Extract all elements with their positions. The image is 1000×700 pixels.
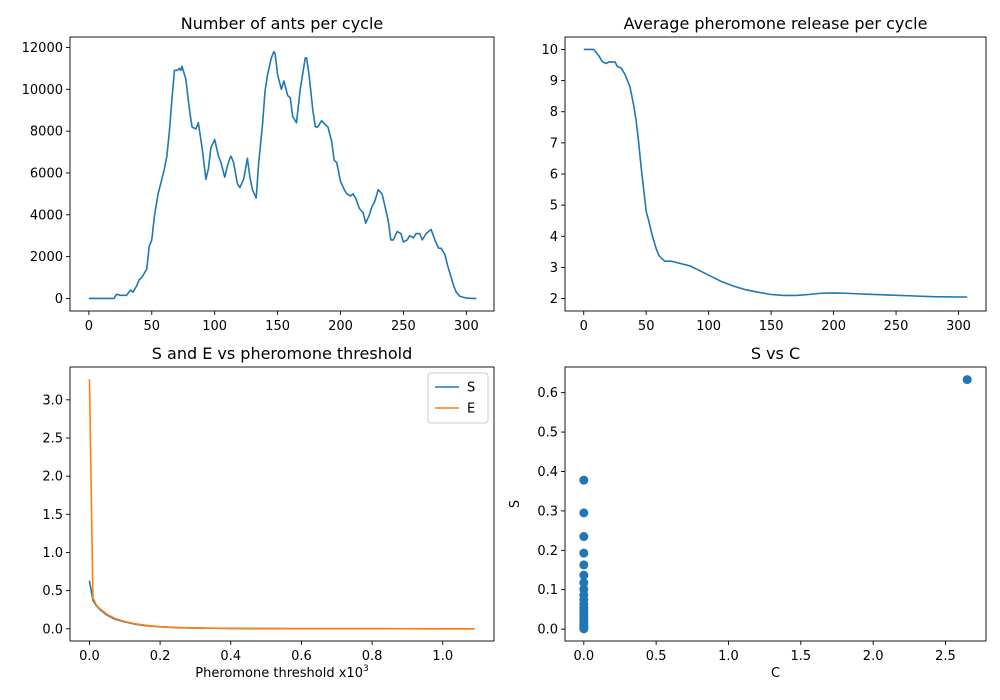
chart-title: S and E vs pheromone threshold (152, 344, 412, 363)
x-tick-label: 0.5 (646, 649, 667, 664)
data-point (579, 548, 589, 558)
panel-svc: S vs C 0.0 0.5 1.0 1.5 2.0 2.5 0.0 0.1 0.2 0.3 0.4 0… (508, 344, 987, 681)
chart-title: Number of ants per cycle (181, 14, 384, 33)
x-axis-label-exponent: 3 (363, 664, 369, 674)
y-tick-label: 1.5 (42, 508, 63, 523)
y-tick-label: 0 (55, 292, 63, 307)
y-tick-label: 0.1 (537, 583, 558, 598)
x-tick-label: 2.0 (863, 649, 884, 664)
series-line (88, 50, 477, 300)
y-tick-label: 1.0 (42, 546, 63, 561)
chart-title: Average pheromone release per cycle (624, 14, 928, 33)
y-tick-label: 2.5 (42, 431, 63, 446)
x-tick-label: 0.8 (362, 649, 383, 664)
y-tick-label: 8000 (30, 125, 63, 140)
plot-area (583, 48, 968, 298)
x-tick-label: 0.0 (79, 649, 100, 664)
x-tick-label: 1.0 (432, 649, 453, 664)
y-tick-label: 3 (550, 261, 558, 276)
legend: SE (427, 372, 489, 424)
axes-frame (69, 366, 495, 642)
x-tick-label: 150 (265, 319, 290, 334)
series-line (583, 48, 968, 298)
y-tick-label: 2 (550, 292, 558, 307)
y-tick-label: 2000 (30, 250, 63, 265)
y-tick-label: 0.6 (537, 386, 558, 401)
data-point (579, 532, 589, 542)
y-tick-label: 6 (550, 168, 558, 183)
x-tick-label: 50 (144, 319, 161, 334)
data-point (579, 560, 589, 570)
axes-frame (564, 366, 987, 642)
x-axis-label-text: C (771, 666, 780, 681)
y-tick-label: 10000 (22, 83, 63, 98)
x-tick-label: 250 (884, 319, 909, 334)
y-tick-label: 0.0 (537, 623, 558, 638)
chart-title: S vs C (751, 344, 800, 363)
y-tick-label: 3.0 (42, 393, 63, 408)
axes-frame (564, 36, 987, 312)
x-tick-label: 300 (946, 319, 971, 334)
y-tick-label: 0.5 (42, 584, 63, 599)
x-tick-label: 0.0 (573, 649, 594, 664)
data-point (579, 578, 589, 588)
x-tick-label: 0.6 (291, 649, 312, 664)
y-tick-label: 4000 (30, 208, 63, 223)
x-axis-label: Pheromone threshold x103 (195, 664, 368, 681)
data-point (579, 508, 589, 518)
x-tick-label: 100 (202, 319, 227, 334)
x-tick-label: 200 (328, 319, 353, 334)
x-tick-label: 50 (638, 319, 655, 334)
plot-area (579, 375, 972, 634)
legend-frame (427, 372, 489, 424)
x-tick-label: 1.5 (790, 649, 811, 664)
x-tick-label: 200 (821, 319, 846, 334)
x-tick-label: 250 (391, 319, 416, 334)
y-tick-label: 0.3 (537, 504, 558, 519)
x-axis-label: C (771, 666, 780, 681)
y-tick-label: 0.4 (537, 465, 558, 480)
y-tick-label: 7 (550, 136, 558, 151)
panel-se: S and E vs pheromone threshold 0.0 0.2 0.4 0… (42, 344, 495, 681)
x-axis-label-text: Pheromone threshold x10 (195, 666, 363, 681)
y-tick-label: 0.0 (42, 622, 63, 637)
y-tick-label: 5 (550, 199, 558, 214)
plot-area (88, 50, 477, 300)
y-tick-label: 0.2 (537, 544, 558, 559)
data-point (579, 570, 589, 580)
y-axis-label: S (508, 500, 523, 508)
y-tick-label: 0.5 (537, 426, 558, 441)
y-tick-label: 6000 (30, 166, 63, 181)
x-tick-label: 0.4 (220, 649, 241, 664)
y-tick-label: 10 (541, 43, 558, 58)
axes-frame (69, 36, 495, 312)
panel-pheromone: Average pheromone release per cycle 0 50 10… (541, 14, 987, 334)
series-line-s (88, 580, 475, 630)
y-tick-label: 9 (550, 74, 558, 89)
x-tick-label: 2.5 (935, 649, 956, 664)
y-tick-label: 8 (550, 105, 558, 120)
x-tick-label: 0 (580, 319, 588, 334)
data-point (579, 475, 589, 485)
x-tick-label: 100 (696, 319, 721, 334)
y-tick-label: 12000 (22, 41, 63, 56)
panel-ants: Number of ants per cycle 0 50 100 150 200 250 3… (22, 14, 495, 334)
x-tick-label: 0 (85, 319, 93, 334)
x-tick-label: 1.0 (718, 649, 739, 664)
legend-label: S (467, 381, 475, 396)
data-point (579, 624, 589, 634)
x-tick-label: 0.2 (150, 649, 171, 664)
plot-area (88, 379, 475, 630)
x-tick-label: 300 (454, 319, 479, 334)
y-tick-label: 2.0 (42, 470, 63, 485)
data-point (962, 375, 972, 385)
x-tick-label: 150 (759, 319, 784, 334)
legend-label: E (467, 402, 475, 417)
series-line-e (88, 379, 475, 630)
y-tick-label: 4 (550, 230, 558, 245)
